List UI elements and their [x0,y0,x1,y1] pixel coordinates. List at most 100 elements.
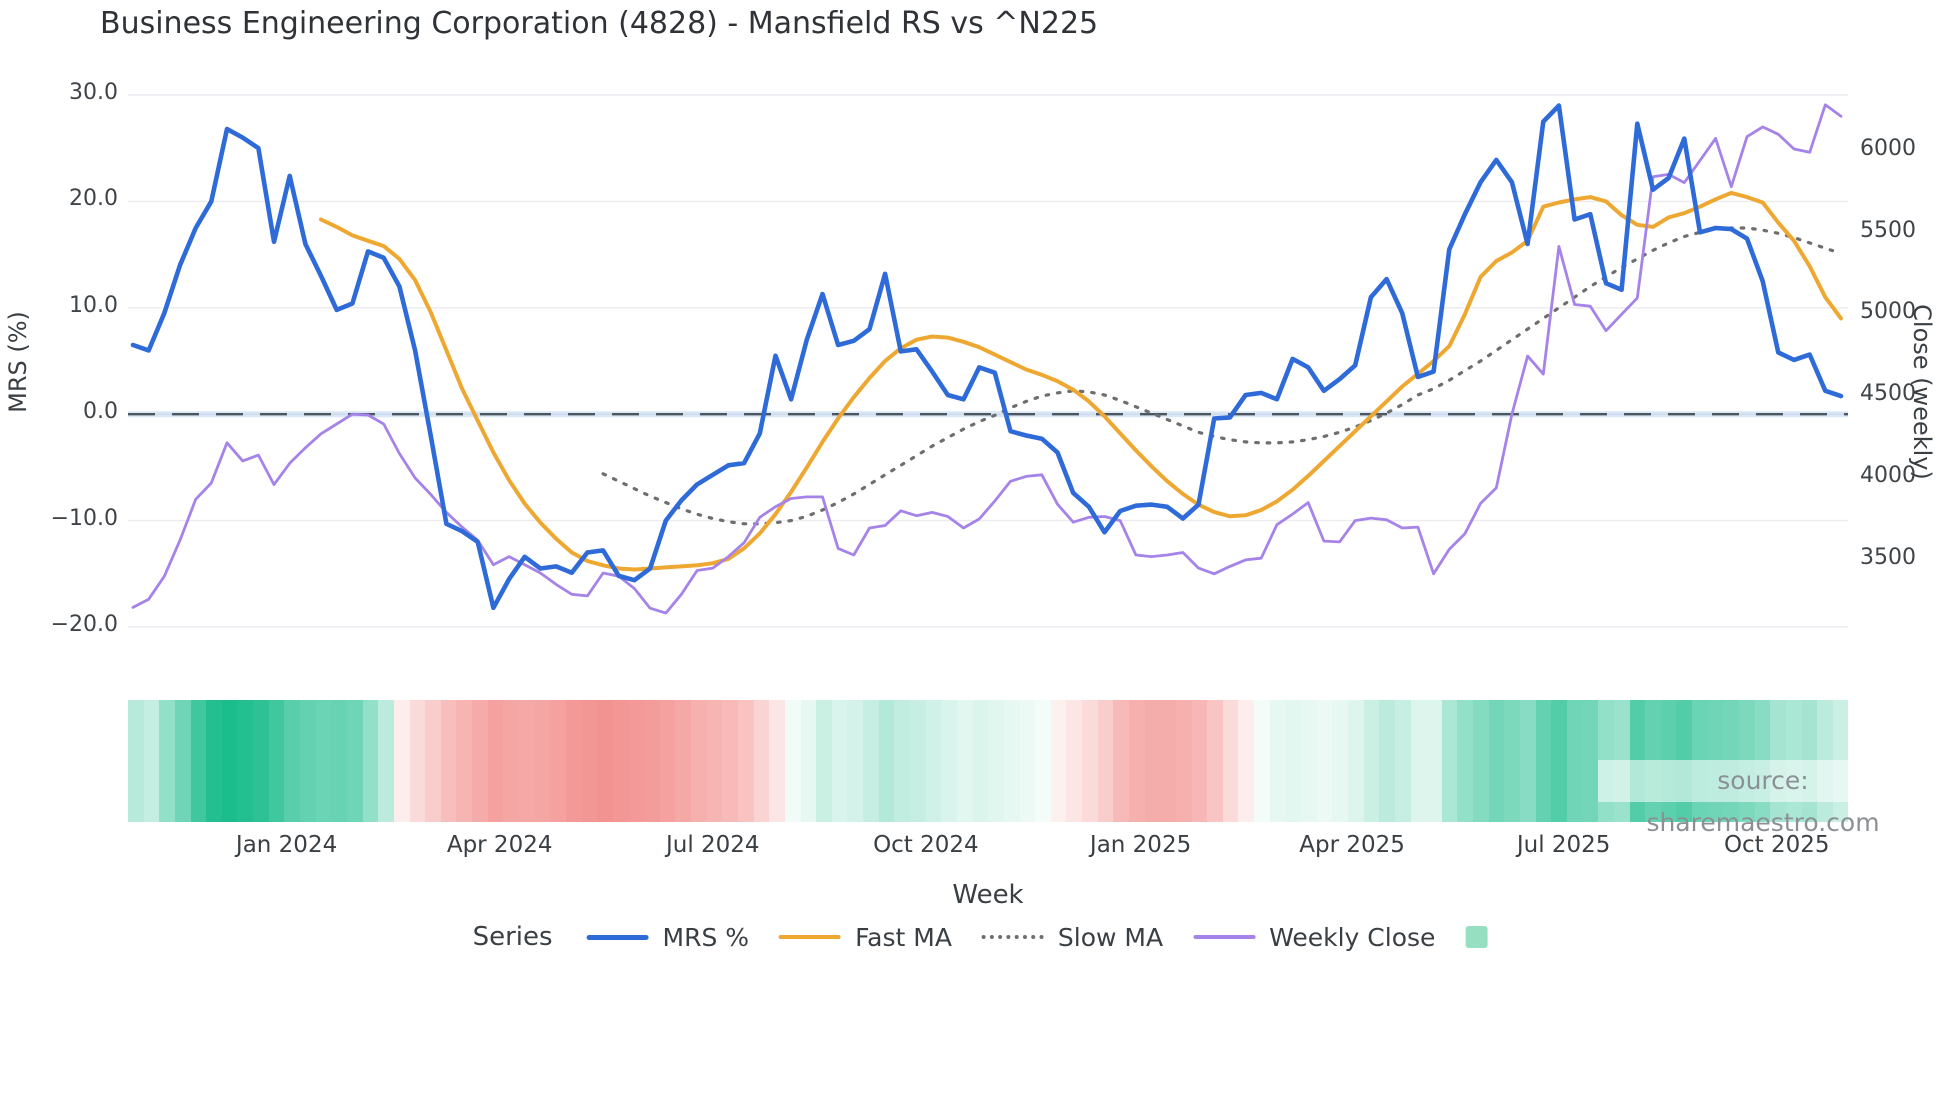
legend-item-slow-ma[interactable]: Slow MA [981,922,1164,952]
left-tick-label: 20.0 [69,186,118,212]
legend-item-mrs-[interactable]: MRS % [586,922,750,952]
heatmap-cell [503,700,520,822]
heatmap-cell [1238,700,1255,822]
heatmap-cell [362,700,379,822]
heatmap-cell [128,700,144,822]
heatmap-cell [1410,700,1427,822]
heatmap-cell [816,700,832,822]
rs-heatmap-strip [128,700,1849,822]
heatmap-cell [1254,700,1270,822]
heatmap-cell [863,700,879,822]
heatmap-cell [1301,700,1317,822]
legend-swatch-slow-ma [981,935,1044,939]
heatmap-cell [1363,700,1380,822]
heatmap-cell [472,700,488,822]
heatmap-cell [565,700,582,822]
heatmap-cell [1473,700,1489,822]
heatmap-cell [1160,700,1176,822]
heatmap-cell [706,700,723,822]
legend-swatch-fast-ma [779,935,842,939]
x-tick-label: Jan 2025 [1089,832,1192,858]
heatmap-cell [910,700,926,822]
heatmap-cell [268,700,285,822]
heatmap-cell [1504,700,1521,822]
right-tick-label: 4000 [1860,463,1916,489]
heatmap-cell [253,700,269,822]
heatmap-cell [1379,700,1395,822]
heatmap-cell [737,700,754,822]
heatmap-cell [284,700,301,822]
heatmap-cell [206,700,222,822]
heatmap-cell [675,700,692,822]
heatmap-cell [1441,700,1458,822]
heatmap-cell [331,700,347,822]
x-tick-label: Jul 2024 [665,832,760,858]
heatmap-cell [1551,700,1567,822]
heatmap-cell [1582,700,1599,822]
heatmap-cell [769,700,785,822]
heatmap-cell [315,700,332,822]
x-tick-label: Oct 2025 [1723,832,1830,858]
series-line-slow-ma [601,226,1843,526]
source-watermark: source: sharemaestro.com [1598,760,1928,837]
heatmap-cell [722,700,738,822]
right-tick-label: 5500 [1860,217,1916,243]
left-tick-label: 30.0 [69,80,118,105]
heatmap-cell [941,700,957,822]
heatmap-cell [753,700,770,822]
right-tick-label: 5000 [1860,299,1916,325]
heatmap-cell [519,700,535,822]
legend-label: MRS % [662,922,750,952]
heatmap-cell [159,700,175,822]
heatmap-cell [1316,700,1333,822]
heatmap-cell [597,700,613,822]
heatmap-cell [1269,700,1286,822]
legend-item-weekly-close[interactable]: Weekly Close [1193,923,1435,952]
heatmap-cell [1097,700,1114,822]
heatmap-cell [346,700,363,822]
x-tick-label: Jul 2025 [1516,832,1611,858]
legend-swatch-heatmap[interactable] [1465,926,1488,948]
heatmap-cell [800,700,817,822]
heatmap-cell [847,700,864,822]
heatmap-cell [1207,700,1223,822]
heatmap-cell [925,700,942,822]
heatmap-cell [878,700,895,822]
right-tick-label: 3500 [1860,544,1916,570]
legend-item-fast-ma[interactable]: Fast MA [779,923,952,952]
heatmap-cell [1175,700,1192,822]
heatmap-cell [300,700,316,822]
heatmap-cell [143,700,160,822]
heatmap-cell [644,700,660,822]
left-axis-title: MRS (%) [4,311,32,413]
heatmap-cell [972,700,989,822]
heatmap-cell [1332,700,1348,822]
heatmap-cell [956,700,973,822]
heatmap-cell [691,700,707,822]
heatmap-cell [612,700,629,822]
left-tick-label: 0.0 [83,399,118,425]
series-line-mrs- [130,103,1844,611]
chart-title: Business Engineering Corporation (4828) … [100,6,1099,41]
heatmap-cell [1488,700,1505,822]
heatmap-cell [1535,700,1552,822]
heatmap-cell [831,700,848,822]
heatmap-cell [1003,700,1020,822]
right-tick-label: 4500 [1860,381,1916,407]
heatmap-cell [1347,700,1364,822]
heatmap-cell [1285,700,1302,822]
heatmap-cell [487,700,504,822]
heatmap-cell [1191,700,1208,822]
legend-swatch-weekly-close [1193,935,1256,939]
series-line-weekly-close [131,103,1843,615]
heatmap-cell [190,700,207,822]
heatmap-cell [1082,700,1098,822]
left-tick-label: 10.0 [69,292,118,318]
heatmap-cell [1129,700,1145,822]
heatmap-cell [784,700,801,822]
legend-label: Slow MA [1057,922,1164,952]
heatmap-cell [1394,700,1411,822]
legend: Series MRS % Fast MA Slow MA Weekly Close [473,922,1488,952]
